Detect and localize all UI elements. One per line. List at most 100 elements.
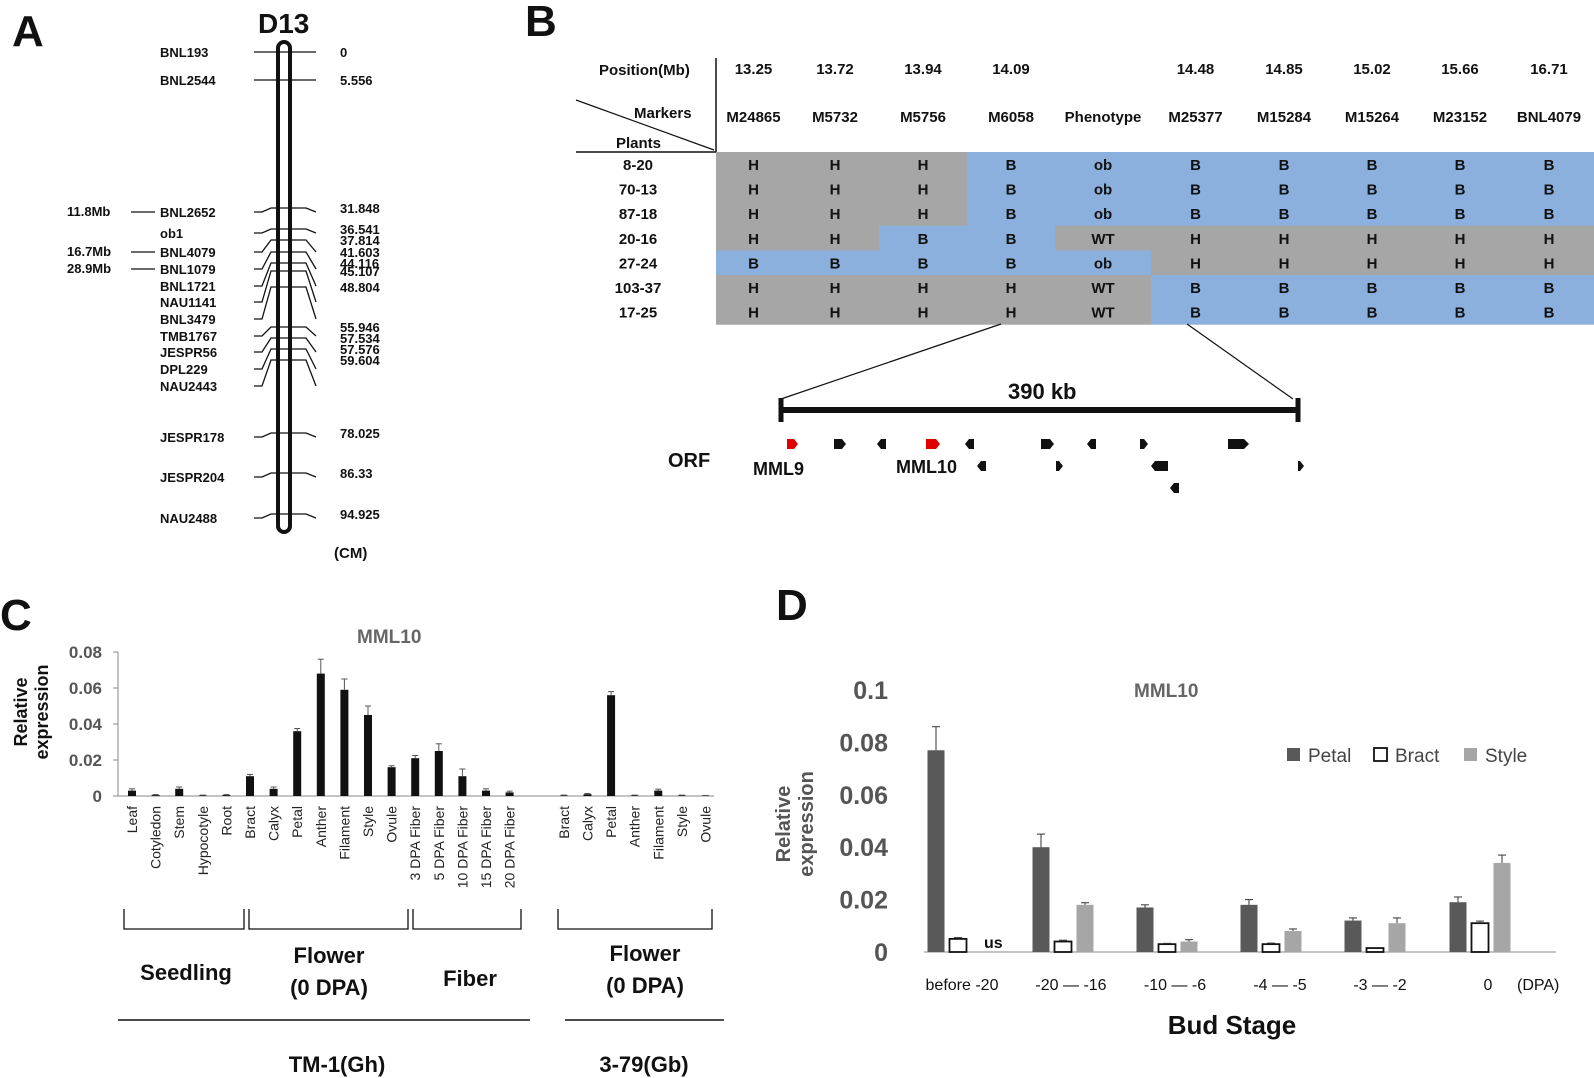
genotype-cell [1416,299,1505,325]
position-header-label: Position(Mb) [599,62,690,79]
genotype-value: B [1455,206,1466,223]
bar [630,795,639,796]
genotype-value: H [830,280,841,297]
genotype-value: H [830,182,841,199]
marker-position-header: 16.71 [1530,61,1568,78]
marker-position: 37.814 [340,233,381,248]
genotype-cell [1504,176,1594,202]
genotype-cell [1055,250,1152,276]
genotype-value: WT [1091,305,1114,322]
genotype-cell [1240,225,1329,251]
marker-tick [254,326,317,337]
genotype-cell [1328,299,1417,325]
bar [1470,922,1490,953]
unit-label: (DPA) [1517,977,1559,994]
group-label: Flower [610,941,681,966]
category-label: before -20 [926,977,999,994]
marker-name: JESPR178 [160,430,224,445]
bar [482,790,490,796]
marker-position: 94.925 [340,507,380,522]
genotype-cell [716,275,792,301]
orf-arrow [977,461,986,471]
genotype-value: B [1367,305,1378,322]
genotype-cell [1328,152,1417,178]
panel-d: D MML10 Relative expression 0 0.02 0.04 0.0… [773,581,1559,1040]
genotype-cell [1328,201,1417,227]
genotype-cell [1055,225,1152,251]
category-label: Hypocotyle [195,806,211,875]
marker-name: NAU1141 [160,295,216,310]
genotype-value: ob [1094,255,1112,272]
genotype-cell [879,225,968,251]
group-bracket [412,909,522,930]
bar [1032,847,1050,952]
bar [1284,931,1302,952]
marker-name: BNL193 [160,45,208,60]
genotype-value: B [1455,305,1466,322]
genotype-cell [1416,201,1505,227]
genotype-value: B [1367,157,1378,174]
y-tick-label: 0.04 [69,715,103,734]
bar [1365,947,1385,953]
category-label: 3 DPA Fiber [407,806,423,881]
bar [198,795,207,796]
genotype-value: B [1006,157,1017,174]
marker-position: 55.946 [340,320,380,335]
marker-tick [254,472,317,478]
marker-tick [254,251,317,270]
chromosome-markers: BNL193 0 BNL2544 5.556 BNL2652 31.848 11.8Mb ob… [67,45,381,526]
genotype-cell [716,176,792,202]
genotype-value: B [1190,305,1201,322]
genotype-value: H [830,157,841,174]
bar [1076,904,1094,952]
genotype-value: B [1279,305,1290,322]
genotype-value: H [1455,231,1466,248]
marker-tick [254,337,317,353]
bar [246,776,254,796]
category-label: Filament [336,806,352,860]
genotype-value: H [1006,305,1017,322]
marker-position: 44.116 [340,256,379,271]
bar [316,673,325,796]
marker-name-header: BNL4079 [1517,109,1581,126]
y-tick-label: 0.02 [69,751,102,770]
legend-swatch [1464,748,1477,761]
marker-tick [254,286,317,320]
bar [948,938,968,953]
legend-label: Bract [1395,746,1440,767]
group-bracket [123,909,245,930]
genotype-value: H [1190,255,1201,272]
category-label: Cotyledon [148,806,164,869]
genotype-cell [879,176,968,202]
chart-c: 0 0.02 0.04 0.06 0.08 Leaf Cotyledon Stem Hypoco… [69,643,724,1077]
genotype-value: B [1455,182,1466,199]
orf-arrow-mml10 [926,439,940,449]
category-label: 0 [1484,977,1493,994]
genotype-value: B [830,255,841,272]
genotype-value: H [918,182,929,199]
marker-name: JESPR56 [160,345,217,360]
marker-name-header: M5732 [812,109,858,126]
marker-position: 5.556 [340,73,373,88]
genotype-value: H [748,280,759,297]
marker-position-header: 14.48 [1177,61,1215,78]
genotype-cell [1151,299,1241,325]
bar [1261,943,1281,953]
marker-physical-position: 16.7Mb [67,244,111,259]
genotype-cell [1055,275,1152,301]
genotype-value: B [1190,280,1201,297]
genotype-value: H [1544,231,1555,248]
group-label-sub: (0 DPA) [290,975,368,1000]
bar [607,695,616,796]
marker-name: NAU2443 [160,379,217,394]
genotype-value: B [1190,206,1201,223]
us-annotation: us [984,935,1003,952]
marker-tick [254,228,317,234]
marker-name-header: M24865 [726,109,780,126]
genotype-value: B [1006,255,1017,272]
genotype-cell [791,225,880,251]
genotype-cell [1240,201,1329,227]
y-tick-label: 0.02 [839,887,888,915]
plant-id: 87-18 [619,206,657,223]
